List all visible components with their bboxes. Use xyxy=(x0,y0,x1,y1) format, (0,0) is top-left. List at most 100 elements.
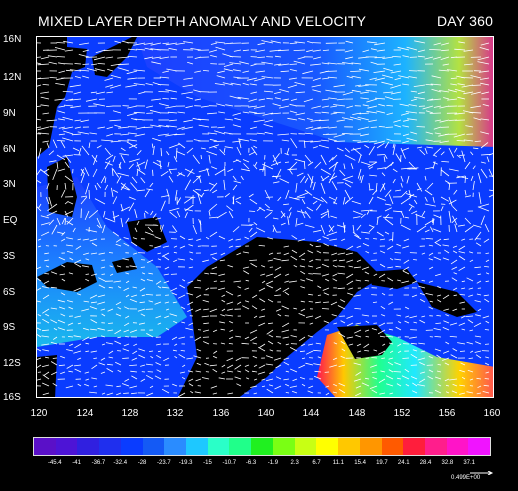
velocity-vector xyxy=(146,333,154,338)
velocity-vector xyxy=(168,175,174,183)
velocity-vector xyxy=(317,294,322,296)
velocity-vector xyxy=(219,149,226,156)
velocity-vector xyxy=(373,238,378,240)
velocity-vector xyxy=(60,189,66,198)
velocity-vector xyxy=(384,218,394,226)
velocity-vector xyxy=(374,42,386,46)
map-panel[interactable] xyxy=(36,36,494,398)
color-scale-tick: -19.3 xyxy=(178,460,193,466)
velocity-vector xyxy=(264,189,271,200)
velocity-vector xyxy=(86,68,98,72)
velocity-vector xyxy=(178,142,186,149)
velocity-vector xyxy=(100,266,106,269)
velocity-vector xyxy=(54,98,66,101)
velocity-vector xyxy=(138,322,146,325)
velocity-vector xyxy=(37,168,42,176)
lon-label: 128 xyxy=(121,408,139,419)
velocity-vector xyxy=(439,119,450,123)
velocity-vector xyxy=(334,140,346,142)
velocity-vector xyxy=(97,63,106,65)
velocity-vector xyxy=(194,287,202,289)
velocity-vector xyxy=(224,192,230,198)
velocity-vector xyxy=(158,124,170,128)
velocity-vector xyxy=(351,89,362,93)
velocity-vector xyxy=(62,91,74,93)
velocity-vector xyxy=(313,56,322,60)
velocity-vector xyxy=(443,97,450,100)
velocity-vector xyxy=(37,180,42,184)
velocity-vector xyxy=(420,299,426,303)
velocity-vector xyxy=(209,364,218,367)
velocity-vector xyxy=(100,175,106,184)
velocity-vector xyxy=(342,175,354,180)
velocity-vector xyxy=(252,342,258,345)
velocity-vector xyxy=(323,320,330,324)
velocity-vector xyxy=(483,238,490,243)
velocity-vector xyxy=(442,244,450,247)
velocity-vector xyxy=(418,378,426,383)
velocity-vector xyxy=(38,77,50,79)
velocity-vector xyxy=(438,69,450,72)
velocity-vector xyxy=(431,75,442,79)
velocity-vector xyxy=(253,364,258,367)
velocity-vector xyxy=(367,161,378,168)
velocity-vector xyxy=(283,203,290,206)
velocity-vector xyxy=(291,235,298,240)
velocity-vector xyxy=(259,298,266,303)
velocity-vector xyxy=(454,223,458,233)
velocity-vector xyxy=(442,294,450,300)
velocity-vector xyxy=(364,350,370,352)
lon-label: 152 xyxy=(393,408,411,419)
velocity-vector xyxy=(213,146,218,149)
velocity-vector xyxy=(436,294,442,297)
velocity-vector xyxy=(351,200,362,205)
velocity-vector xyxy=(72,227,76,233)
velocity-vector xyxy=(306,206,314,212)
velocity-vector xyxy=(232,175,237,181)
velocity-vector xyxy=(480,77,490,80)
velocity-vector xyxy=(98,277,106,282)
velocity-vector xyxy=(136,168,146,175)
velocity-vector xyxy=(360,97,370,100)
velocity-vector xyxy=(170,97,178,100)
velocity-vector xyxy=(432,56,442,60)
velocity-vector xyxy=(180,306,186,310)
velocity-vector xyxy=(62,137,74,142)
velocity-vector xyxy=(212,392,218,395)
velocity-vector xyxy=(76,293,82,296)
velocity-vector xyxy=(358,154,362,163)
velocity-vector xyxy=(358,84,370,87)
velocity-vector xyxy=(332,201,338,205)
velocity-vector xyxy=(441,169,450,177)
velocity-vector xyxy=(71,133,82,136)
velocity-vector xyxy=(68,201,74,205)
velocity-vector xyxy=(433,328,442,331)
velocity-vector xyxy=(354,308,362,310)
velocity-vector xyxy=(56,154,66,161)
velocity-vector xyxy=(321,175,330,182)
color-scale-cell xyxy=(207,438,230,455)
velocity-vector xyxy=(43,371,50,376)
velocity-vector xyxy=(364,329,370,332)
velocity-vector xyxy=(277,341,282,345)
velocity-vector xyxy=(453,272,458,275)
color-scale-tick: 2.3 xyxy=(290,460,299,466)
velocity-vector xyxy=(253,77,266,82)
velocity-vector xyxy=(101,392,106,395)
velocity-vector xyxy=(149,385,154,389)
velocity-vector xyxy=(128,196,136,200)
velocity-vector xyxy=(144,210,149,214)
map-title: MIXED LAYER DEPTH ANOMALY AND VELOCITY xyxy=(38,13,367,29)
velocity-vector xyxy=(321,111,330,114)
velocity-vector xyxy=(457,96,466,100)
color-scale-tick: -6.3 xyxy=(245,460,257,466)
velocity-vector xyxy=(183,196,194,204)
velocity-vector xyxy=(133,111,146,114)
velocity-vector xyxy=(58,118,66,121)
velocity-vector xyxy=(291,249,298,254)
velocity-vector xyxy=(104,161,113,166)
velocity-vector xyxy=(128,202,135,212)
velocity-vector xyxy=(210,252,218,256)
velocity-vector xyxy=(85,98,98,102)
velocity-vector xyxy=(209,138,218,142)
